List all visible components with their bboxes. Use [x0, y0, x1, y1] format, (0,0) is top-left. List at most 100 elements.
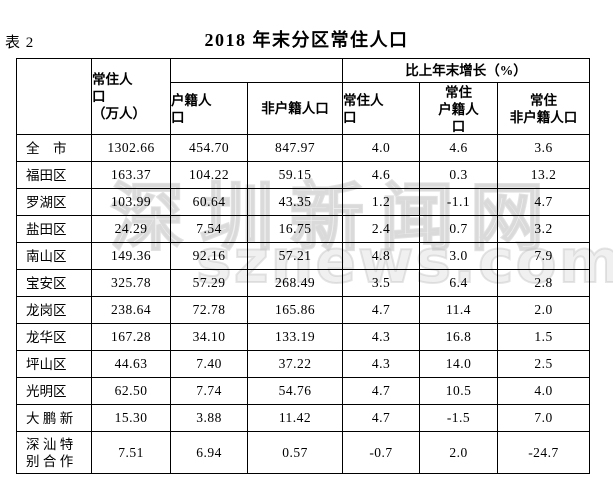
- growth-resident-cell: 2.4: [342, 215, 420, 243]
- header-non-hukou-pop: 非户籍人口: [247, 82, 343, 135]
- growth-hukou-cell: 4.6: [419, 134, 498, 162]
- growth-hukou-cell: 14.0: [419, 350, 498, 378]
- resident-pop-cell: 103.99: [91, 188, 171, 216]
- header-resident-pop: 常住人 口 （万人）: [91, 58, 171, 135]
- region-cell: 福田区: [16, 161, 92, 189]
- growth-resident-cell: 4.3: [342, 323, 420, 351]
- region-cell: 龙华区: [16, 323, 92, 351]
- growth-resident-cell: -0.7: [342, 431, 420, 474]
- non-hukou-pop-cell: 0.57: [247, 431, 343, 474]
- resident-pop-cell: 44.63: [91, 350, 171, 378]
- hukou-pop-cell: 104.22: [170, 161, 248, 189]
- resident-pop-cell: 149.36: [91, 242, 171, 270]
- non-hukou-pop-cell: 11.42: [247, 404, 343, 432]
- growth-non-hukou-cell: 3.2: [497, 215, 590, 243]
- growth-resident-cell: 4.0: [342, 134, 420, 162]
- page-title: 2018 年末分区常住人口: [204, 30, 409, 50]
- growth-resident-cell: 4.8: [342, 242, 420, 270]
- growth-non-hukou-cell: 13.2: [497, 161, 590, 189]
- table-row-guangming: 光明区 62.50 7.74 54.76 4.7 10.5 4.0: [16, 377, 590, 405]
- growth-hukou-cell: 6.4: [419, 269, 498, 297]
- growth-resident-cell: 3.5: [342, 269, 420, 297]
- non-hukou-pop-cell: 43.35: [247, 188, 343, 216]
- resident-pop-cell: 163.37: [91, 161, 171, 189]
- non-hukou-pop-cell: 37.22: [247, 350, 343, 378]
- growth-non-hukou-cell: -24.7: [497, 431, 590, 474]
- region-cell: 龙岗区: [16, 296, 92, 324]
- header-blank-group: [170, 58, 343, 83]
- resident-pop-cell: 325.78: [91, 269, 171, 297]
- population-table: 常住人 口 （万人） 比上年末增长（%） 户籍人 口 非户籍人口 常住人 口 常…: [16, 58, 590, 474]
- region-cell: 宝安区: [16, 269, 92, 297]
- hukou-pop-cell: 7.40: [170, 350, 248, 378]
- resident-pop-cell: 15.30: [91, 404, 171, 432]
- table-header: 常住人 口 （万人） 比上年末增长（%） 户籍人 口 非户籍人口 常住人 口 常…: [16, 58, 590, 135]
- growth-non-hukou-cell: 4.0: [497, 377, 590, 405]
- table-number-label: 表 2: [5, 35, 35, 51]
- resident-pop-cell: 238.64: [91, 296, 171, 324]
- growth-resident-cell: 4.6: [342, 161, 420, 189]
- header-growth-resident: 常住人 口: [342, 82, 420, 135]
- growth-hukou-cell: -1.5: [419, 404, 498, 432]
- growth-non-hukou-cell: 2.8: [497, 269, 590, 297]
- non-hukou-pop-cell: 133.19: [247, 323, 343, 351]
- hukou-pop-cell: 6.94: [170, 431, 248, 474]
- table-body: 全 市 1302.66 454.70 847.97 4.0 4.6 3.6 福田…: [16, 134, 590, 474]
- hukou-pop-cell: 72.78: [170, 296, 248, 324]
- non-hukou-pop-cell: 165.86: [247, 296, 343, 324]
- resident-pop-cell: 167.28: [91, 323, 171, 351]
- hukou-pop-cell: 57.29: [170, 269, 248, 297]
- hukou-pop-cell: 7.74: [170, 377, 248, 405]
- growth-hukou-cell: 2.0: [419, 431, 498, 474]
- table-row-pingshan: 坪山区 44.63 7.40 37.22 4.3 14.0 2.5: [16, 350, 590, 378]
- table-row-longhua: 龙华区 167.28 34.10 133.19 4.3 16.8 1.5: [16, 323, 590, 351]
- region-cell: 全 市: [16, 134, 92, 162]
- non-hukou-pop-cell: 57.21: [247, 242, 343, 270]
- hukou-pop-cell: 7.54: [170, 215, 248, 243]
- region-cell: 罗湖区: [16, 188, 92, 216]
- growth-resident-cell: 4.3: [342, 350, 420, 378]
- table-row-nanshan: 南山区 149.36 92.16 57.21 4.8 3.0 7.9: [16, 242, 590, 270]
- region-cell: 深 汕 特 别 合 作: [16, 431, 92, 474]
- growth-non-hukou-cell: 7.9: [497, 242, 590, 270]
- hukou-pop-cell: 60.64: [170, 188, 248, 216]
- region-cell: 坪山区: [16, 350, 92, 378]
- growth-hukou-cell: -1.1: [419, 188, 498, 216]
- non-hukou-pop-cell: 54.76: [247, 377, 343, 405]
- resident-pop-cell: 62.50: [91, 377, 171, 405]
- table-row-longgang: 龙岗区 238.64 72.78 165.86 4.7 11.4 2.0: [16, 296, 590, 324]
- growth-hukou-cell: 11.4: [419, 296, 498, 324]
- growth-non-hukou-cell: 7.0: [497, 404, 590, 432]
- region-cell: 光明区: [16, 377, 92, 405]
- growth-non-hukou-cell: 4.7: [497, 188, 590, 216]
- growth-hukou-cell: 10.5: [419, 377, 498, 405]
- header-region-blank: [16, 58, 92, 135]
- resident-pop-cell: 1302.66: [91, 134, 171, 162]
- header-growth-hukou: 常住 户籍人 口: [419, 82, 498, 135]
- non-hukou-pop-cell: 847.97: [247, 134, 343, 162]
- table-row-yantian: 盐田区 24.29 7.54 16.75 2.4 0.7 3.2: [16, 215, 590, 243]
- non-hukou-pop-cell: 16.75: [247, 215, 343, 243]
- growth-non-hukou-cell: 2.0: [497, 296, 590, 324]
- growth-resident-cell: 1.2: [342, 188, 420, 216]
- growth-hukou-cell: 3.0: [419, 242, 498, 270]
- growth-non-hukou-cell: 1.5: [497, 323, 590, 351]
- region-cell: 南山区: [16, 242, 92, 270]
- growth-hukou-cell: 0.3: [419, 161, 498, 189]
- growth-non-hukou-cell: 3.6: [497, 134, 590, 162]
- table-row-luohu: 罗湖区 103.99 60.64 43.35 1.2 -1.1 4.7: [16, 188, 590, 216]
- table-row-dapeng: 大 鹏 新 15.30 3.88 11.42 4.7 -1.5 7.0: [16, 404, 590, 432]
- header-growth-group: 比上年末增长（%）: [342, 58, 590, 83]
- header-growth-non-hukou: 常住 非户籍人口: [497, 82, 590, 135]
- hukou-pop-cell: 92.16: [170, 242, 248, 270]
- region-cell: 大 鹏 新: [16, 404, 92, 432]
- growth-non-hukou-cell: 2.5: [497, 350, 590, 378]
- table-row-shenshan: 深 汕 特 别 合 作 7.51 6.94 0.57 -0.7 2.0 -24.…: [16, 431, 590, 474]
- growth-resident-cell: 4.7: [342, 377, 420, 405]
- non-hukou-pop-cell: 268.49: [247, 269, 343, 297]
- table-row-citywide: 全 市 1302.66 454.70 847.97 4.0 4.6 3.6: [16, 134, 590, 162]
- hukou-pop-cell: 454.70: [170, 134, 248, 162]
- region-cell: 盐田区: [16, 215, 92, 243]
- growth-hukou-cell: 0.7: [419, 215, 498, 243]
- table-row-futian: 福田区 163.37 104.22 59.15 4.6 0.3 13.2: [16, 161, 590, 189]
